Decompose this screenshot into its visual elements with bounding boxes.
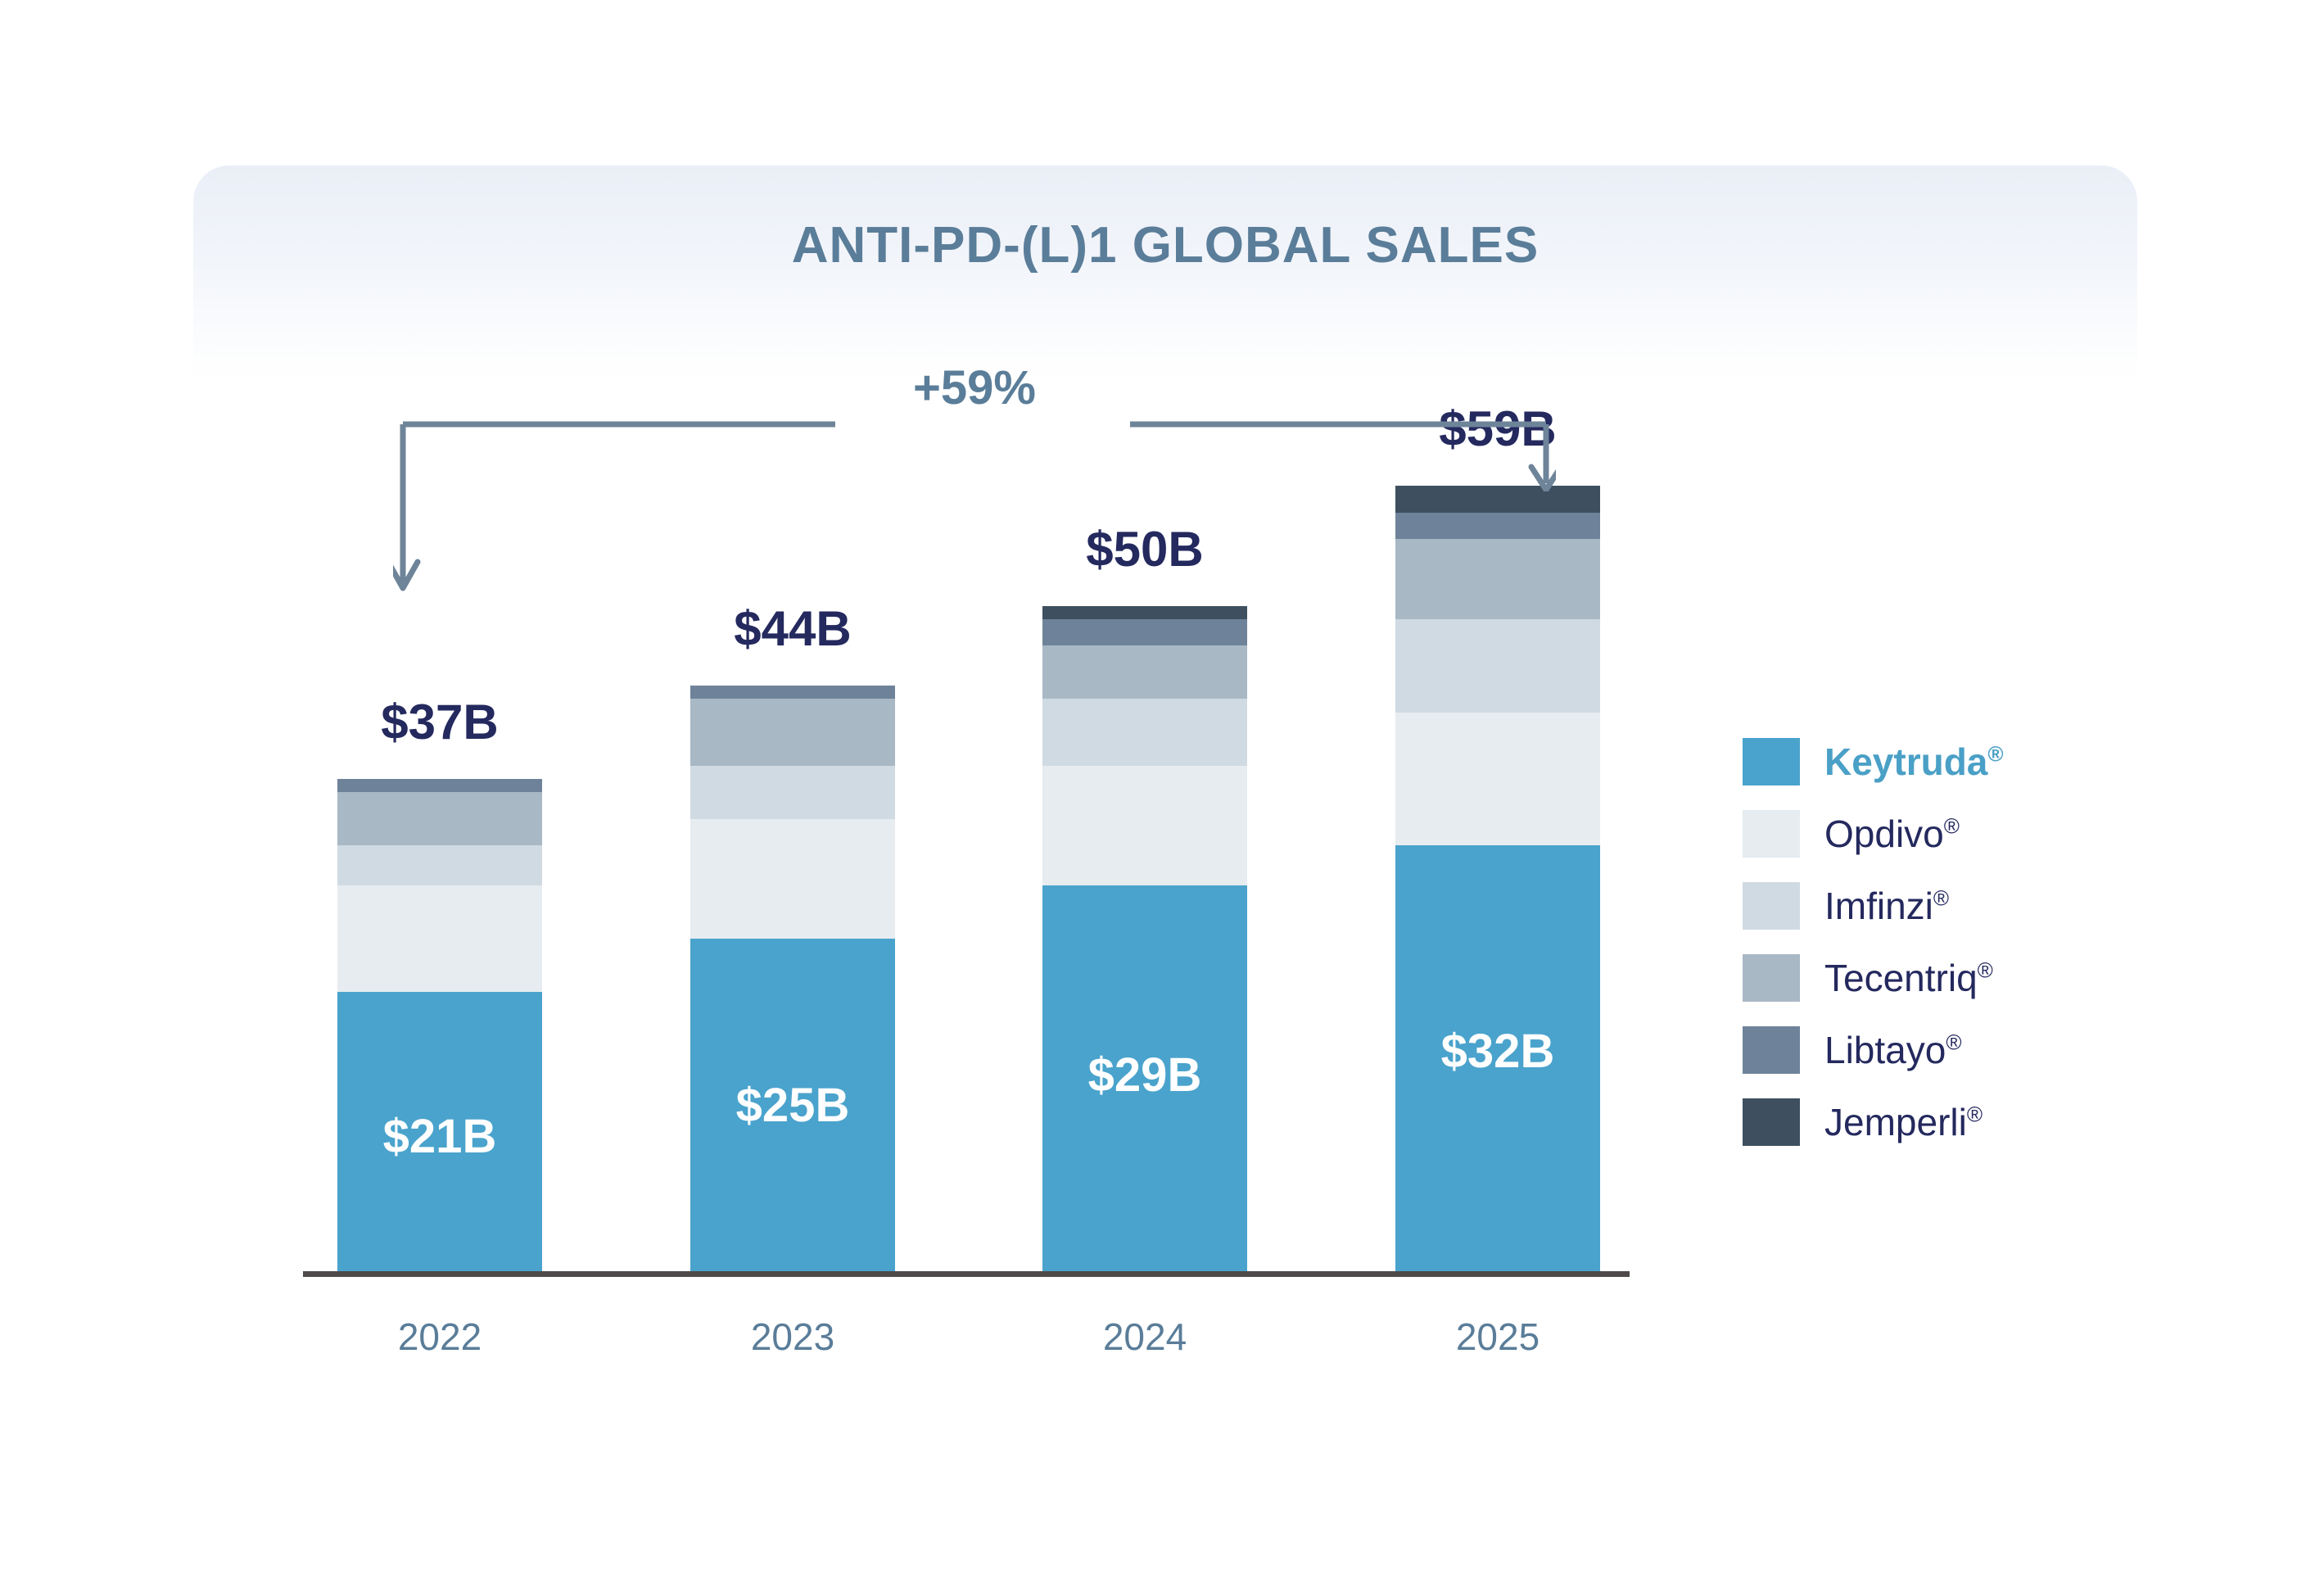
legend-label-keytruda: Keytruda® xyxy=(1824,740,2004,783)
bar-total-label-2024: $50B xyxy=(1086,521,1204,577)
bar-total-label-2022: $37B xyxy=(381,694,499,749)
bar-segment-tecentriq-2025[interactable] xyxy=(1395,539,1600,619)
bar-segment-tecentriq-2024[interactable] xyxy=(1042,645,1247,699)
legend-label-jemperli: Jemperli® xyxy=(1824,1101,1983,1143)
legend-item-opdivo[interactable]: Opdivo® xyxy=(1743,798,2111,870)
legend-swatch-jemperli xyxy=(1743,1098,1800,1146)
registered-trademark-icon: ® xyxy=(1946,1030,1962,1055)
legend: Keytruda® Opdivo® Imfinzi® Tecentriq® Libtay… xyxy=(1743,726,2111,1158)
x-tick-2025: 2025 xyxy=(1455,1315,1540,1358)
bar-segment-libtayo-2022[interactable] xyxy=(337,778,542,792)
legend-item-jemperli[interactable]: Jemperli® xyxy=(1743,1086,2111,1158)
bar-segment-opdivo-2024[interactable] xyxy=(1042,765,1247,885)
bar-2025[interactable] xyxy=(1395,486,1600,1271)
header-panel: ANTI-PD-(L)1 GLOBAL SALES xyxy=(193,165,2137,380)
bar-value-label-keytruda-2023: $25B xyxy=(735,1079,850,1133)
legend-item-tecentriq[interactable]: Tecentriq® xyxy=(1743,942,2111,1014)
legend-swatch-libtayo xyxy=(1743,1026,1800,1074)
legend-label-tecentriq: Tecentriq® xyxy=(1824,957,1993,999)
registered-trademark-icon: ® xyxy=(1933,885,1950,911)
bar-segment-imfinzi-2023[interactable] xyxy=(690,765,895,819)
legend-swatch-tecentriq xyxy=(1743,954,1800,1002)
bar-total-label-2023: $44B xyxy=(734,601,852,656)
legend-label-imfinzi: Imfinzi® xyxy=(1824,885,1950,927)
bar-2023[interactable] xyxy=(690,686,895,1271)
legend-swatch-keytruda xyxy=(1743,738,1800,785)
bar-segment-libtayo-2024[interactable] xyxy=(1042,618,1247,646)
legend-label-opdivo: Opdivo® xyxy=(1824,813,1960,855)
bar-segment-keytruda-2024[interactable] xyxy=(1042,885,1247,1271)
bar-segment-jemperli-2025[interactable] xyxy=(1395,486,1600,513)
legend-item-keytruda[interactable]: Keytruda® xyxy=(1743,726,2111,798)
bar-segment-tecentriq-2023[interactable] xyxy=(690,699,895,766)
bar-2022[interactable] xyxy=(337,778,542,1271)
legend-swatch-opdivo xyxy=(1743,810,1800,858)
registered-trademark-icon: ® xyxy=(1943,813,1960,839)
bar-segment-keytruda-2023[interactable] xyxy=(690,938,895,1271)
bar-value-label-keytruda-2025: $32B xyxy=(1440,1025,1555,1079)
page-title: ANTI-PD-(L)1 GLOBAL SALES xyxy=(791,217,1540,274)
registered-trademark-icon: ® xyxy=(1966,1102,1983,1127)
bar-segment-libtayo-2023[interactable] xyxy=(690,686,895,699)
bar-segment-opdivo-2023[interactable] xyxy=(690,818,895,939)
bar-segment-tecentriq-2022[interactable] xyxy=(337,792,542,845)
legend-swatch-imfinzi xyxy=(1743,882,1800,930)
bar-segment-opdivo-2025[interactable] xyxy=(1395,712,1600,845)
bar-2024[interactable] xyxy=(1042,605,1247,1271)
bar-segment-keytruda-2022[interactable] xyxy=(337,991,542,1271)
growth-annotation: +59% xyxy=(393,360,1564,591)
legend-item-libtayo[interactable]: Libtayo® xyxy=(1743,1014,2111,1086)
bar-segment-imfinzi-2022[interactable] xyxy=(337,845,542,885)
bar-segment-keytruda-2025[interactable] xyxy=(1395,845,1600,1271)
bar-value-label-keytruda-2022: $21B xyxy=(382,1110,497,1164)
legend-item-imfinzi[interactable]: Imfinzi® xyxy=(1743,870,2111,942)
x-tick-2022: 2022 xyxy=(397,1315,482,1358)
x-axis-line xyxy=(303,1271,1630,1277)
x-tick-2024: 2024 xyxy=(1102,1315,1187,1358)
growth-percent-label: +59% xyxy=(913,361,1036,414)
bar-segment-libtayo-2025[interactable] xyxy=(1395,512,1600,540)
left-arrow-shaft-icon xyxy=(393,424,421,591)
bar-value-label-keytruda-2024: $29B xyxy=(1087,1048,1202,1102)
registered-trademark-icon: ® xyxy=(1977,957,1993,983)
x-tick-2023: 2023 xyxy=(750,1315,835,1358)
bar-segment-imfinzi-2024[interactable] xyxy=(1042,699,1247,766)
bar-segment-jemperli-2024[interactable] xyxy=(1042,605,1247,619)
bar-segment-opdivo-2022[interactable] xyxy=(337,885,542,992)
registered-trademark-icon: ® xyxy=(1987,741,2004,767)
legend-label-libtayo: Libtayo® xyxy=(1824,1029,1962,1071)
bar-segment-imfinzi-2025[interactable] xyxy=(1395,618,1600,713)
bar-total-label-2025: $59B xyxy=(1439,401,1557,457)
